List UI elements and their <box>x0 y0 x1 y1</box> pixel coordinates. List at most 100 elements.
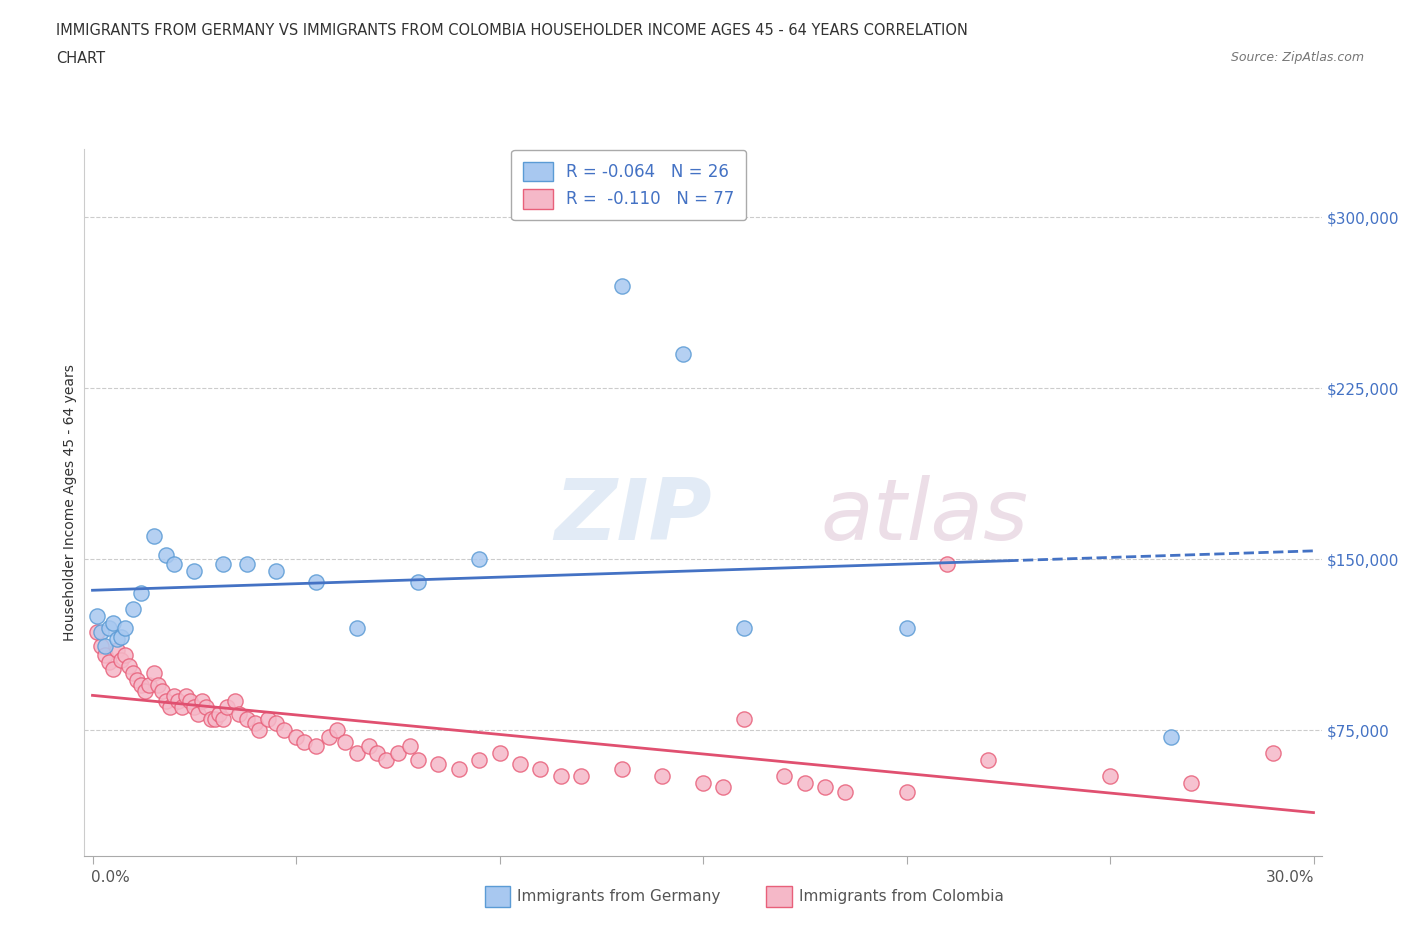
Point <box>406 575 429 590</box>
Point <box>711 779 734 794</box>
Point <box>142 666 165 681</box>
Point <box>236 711 259 726</box>
Point <box>155 547 177 562</box>
Point <box>215 700 238 715</box>
Point <box>550 768 572 783</box>
Point <box>896 620 918 635</box>
Point <box>325 723 347 737</box>
Point <box>468 551 491 566</box>
Point <box>131 677 153 692</box>
Point <box>773 768 796 783</box>
Point <box>179 693 201 708</box>
Point <box>187 707 209 722</box>
Point <box>245 716 267 731</box>
Point <box>651 768 673 783</box>
Point <box>174 688 197 703</box>
Point <box>110 652 132 667</box>
Point <box>114 647 136 662</box>
Point <box>236 556 259 571</box>
Point <box>146 677 169 692</box>
Point <box>118 659 141 674</box>
Point <box>1160 730 1182 745</box>
Point <box>208 707 231 722</box>
Point <box>101 616 124 631</box>
Point <box>134 684 156 698</box>
Point <box>569 768 592 783</box>
Y-axis label: Householder Income Ages 45 - 64 years: Householder Income Ages 45 - 64 years <box>63 364 77 641</box>
Point <box>183 564 205 578</box>
Point <box>163 688 186 703</box>
Point <box>86 609 108 624</box>
Point <box>977 752 1000 767</box>
Point <box>733 620 755 635</box>
Point <box>183 700 205 715</box>
Point <box>285 730 308 745</box>
Point <box>936 556 959 571</box>
Point <box>93 638 115 653</box>
Point <box>195 700 218 715</box>
Point <box>359 738 381 753</box>
Point <box>896 784 918 799</box>
Point <box>97 655 120 670</box>
Point <box>105 643 128 658</box>
Point <box>834 784 856 799</box>
Text: Immigrants from Colombia: Immigrants from Colombia <box>799 889 1004 904</box>
Point <box>167 693 190 708</box>
Point <box>264 564 287 578</box>
Point <box>101 661 124 676</box>
Point <box>346 746 368 761</box>
Text: CHART: CHART <box>56 51 105 66</box>
Point <box>247 723 270 737</box>
Point <box>733 711 755 726</box>
Point <box>610 278 633 293</box>
Point <box>170 700 193 715</box>
Point <box>90 638 112 653</box>
Point <box>468 752 491 767</box>
Point <box>97 620 120 635</box>
Point <box>447 762 470 777</box>
Text: 0.0%: 0.0% <box>91 870 131 884</box>
Point <box>305 738 328 753</box>
Point <box>211 711 233 726</box>
Point <box>292 734 315 749</box>
Point <box>114 620 136 635</box>
Point <box>273 723 295 737</box>
Point <box>150 684 173 698</box>
Point <box>127 672 149 687</box>
Point <box>131 586 153 601</box>
Point <box>264 716 287 731</box>
Point <box>256 711 278 726</box>
Point <box>1180 776 1202 790</box>
Point <box>228 707 250 722</box>
Point <box>399 738 422 753</box>
Point <box>814 779 837 794</box>
Text: IMMIGRANTS FROM GERMANY VS IMMIGRANTS FROM COLOMBIA HOUSEHOLDER INCOME AGES 45 -: IMMIGRANTS FROM GERMANY VS IMMIGRANTS FR… <box>56 23 969 38</box>
Point <box>1098 768 1121 783</box>
Point <box>122 602 145 617</box>
Point <box>374 752 396 767</box>
Point <box>610 762 633 777</box>
Point <box>191 693 214 708</box>
Point <box>346 620 368 635</box>
Legend: R = -0.064   N = 26, R =  -0.110   N = 77: R = -0.064 N = 26, R = -0.110 N = 77 <box>512 150 747 220</box>
Point <box>142 529 165 544</box>
Point <box>200 711 222 726</box>
Point <box>406 752 429 767</box>
Point <box>488 746 510 761</box>
Point <box>672 347 695 362</box>
Point <box>211 556 233 571</box>
Point <box>163 556 186 571</box>
Point <box>692 776 714 790</box>
Point <box>93 647 115 662</box>
Point <box>155 693 177 708</box>
Point <box>105 631 128 646</box>
Point <box>122 666 145 681</box>
Point <box>529 762 551 777</box>
Text: Immigrants from Germany: Immigrants from Germany <box>517 889 721 904</box>
Point <box>387 746 409 761</box>
Point <box>333 734 356 749</box>
Point <box>366 746 388 761</box>
Point <box>204 711 226 726</box>
Point <box>138 677 160 692</box>
Text: Source: ZipAtlas.com: Source: ZipAtlas.com <box>1230 51 1364 64</box>
